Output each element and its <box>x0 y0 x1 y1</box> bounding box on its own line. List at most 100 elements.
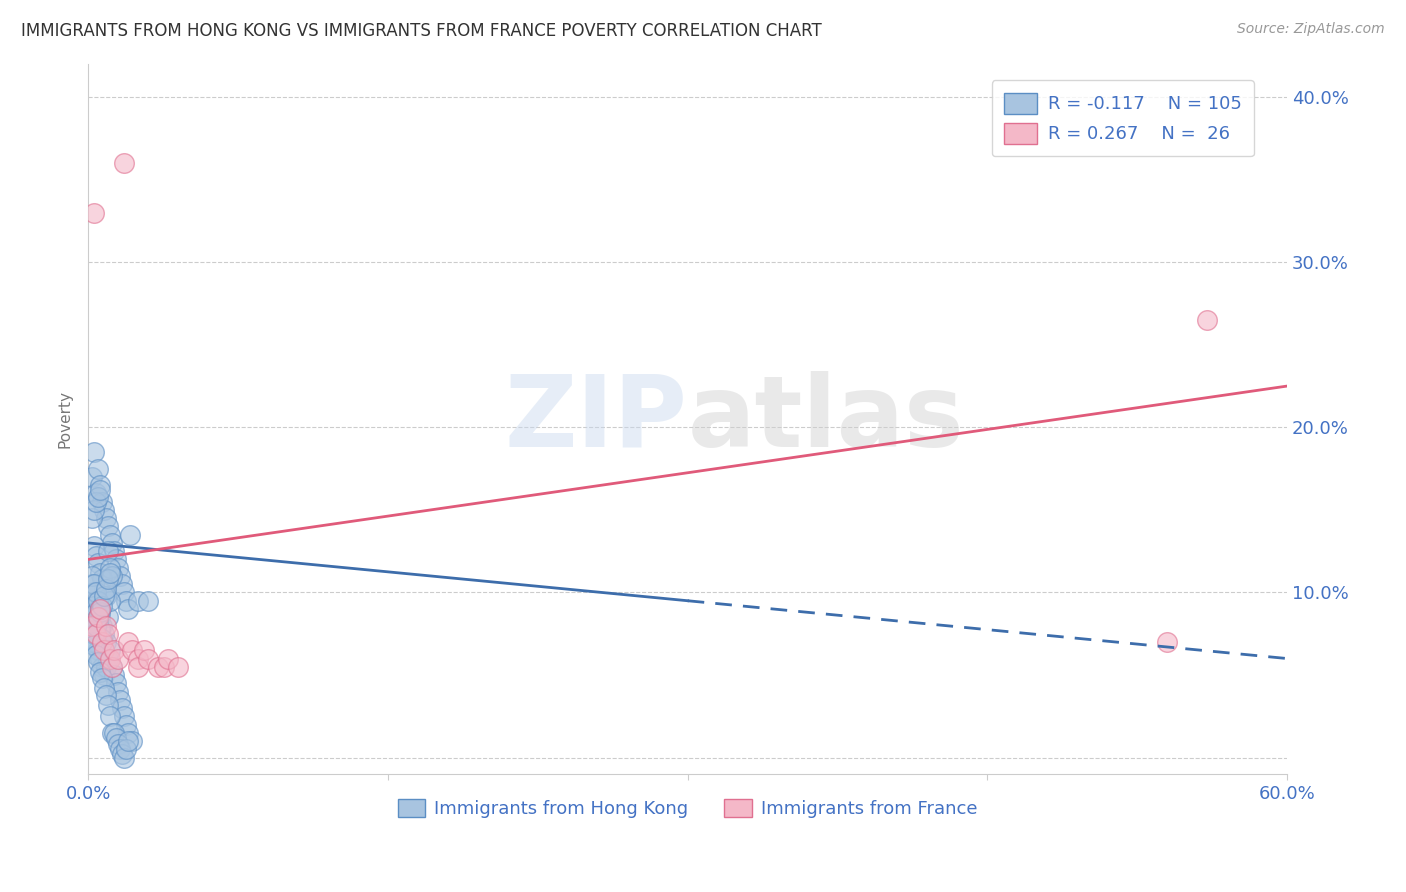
Point <box>89 622 111 636</box>
Point <box>127 660 149 674</box>
Point <box>103 726 125 740</box>
Point <box>89 665 111 679</box>
Point <box>98 560 121 574</box>
Point <box>107 651 129 665</box>
Point <box>111 747 134 762</box>
Point <box>117 726 139 740</box>
Point <box>112 156 135 170</box>
Point <box>103 544 125 558</box>
Point <box>117 635 139 649</box>
Point <box>1197 313 1219 327</box>
Point <box>84 494 107 508</box>
Point <box>97 544 120 558</box>
Point <box>89 651 111 665</box>
Point <box>98 643 121 657</box>
Point <box>82 511 104 525</box>
Point <box>87 593 110 607</box>
Point <box>83 577 105 591</box>
Point <box>97 698 120 712</box>
Point <box>91 618 114 632</box>
Point <box>97 626 120 640</box>
Point <box>101 536 124 550</box>
Point <box>87 655 110 669</box>
Point <box>98 709 121 723</box>
Point <box>105 676 128 690</box>
Point <box>101 660 124 674</box>
Point <box>127 593 149 607</box>
Point <box>84 585 107 599</box>
Legend: Immigrants from Hong Kong, Immigrants from France: Immigrants from Hong Kong, Immigrants fr… <box>391 792 984 825</box>
Point <box>101 660 124 674</box>
Point <box>82 569 104 583</box>
Point <box>94 635 117 649</box>
Point <box>84 626 107 640</box>
Point <box>127 651 149 665</box>
Point <box>83 503 105 517</box>
Point <box>91 572 114 586</box>
Point <box>103 643 125 657</box>
Point <box>93 503 115 517</box>
Point <box>103 668 125 682</box>
Point <box>98 593 121 607</box>
Point <box>82 577 104 591</box>
Point <box>146 660 169 674</box>
Point <box>83 205 105 219</box>
Point <box>82 470 104 484</box>
Point <box>89 602 111 616</box>
Point <box>84 618 107 632</box>
Point <box>91 671 114 685</box>
Point <box>83 585 105 599</box>
Point <box>89 602 111 616</box>
Point <box>93 668 115 682</box>
Point <box>120 527 142 541</box>
Text: ZIP: ZIP <box>505 370 688 467</box>
Point <box>108 569 131 583</box>
Y-axis label: Poverty: Poverty <box>58 390 72 448</box>
Point <box>93 643 115 657</box>
Point <box>107 684 129 698</box>
Text: Source: ZipAtlas.com: Source: ZipAtlas.com <box>1237 22 1385 37</box>
Point <box>121 734 143 748</box>
Point <box>87 490 110 504</box>
Point <box>167 660 190 674</box>
Point <box>87 461 110 475</box>
Point <box>91 599 114 613</box>
Text: atlas: atlas <box>688 370 965 467</box>
Point <box>94 511 117 525</box>
Point <box>111 701 134 715</box>
Point <box>157 651 180 665</box>
Point <box>83 539 105 553</box>
Point <box>82 635 104 649</box>
Point <box>82 618 104 632</box>
Point <box>83 599 105 613</box>
Point <box>89 478 111 492</box>
Point <box>91 660 114 674</box>
Point <box>94 582 117 597</box>
Point <box>101 569 124 583</box>
Point <box>94 660 117 674</box>
Point <box>94 589 117 603</box>
Point <box>136 651 159 665</box>
Point <box>1156 635 1178 649</box>
Point <box>115 742 138 756</box>
Point <box>89 483 111 497</box>
Point <box>107 738 129 752</box>
Point <box>87 602 110 616</box>
Point <box>98 651 121 665</box>
Point <box>84 549 107 563</box>
Point <box>87 610 110 624</box>
Point <box>93 626 115 640</box>
Point <box>82 618 104 632</box>
Point <box>84 593 107 607</box>
Point <box>84 486 107 500</box>
Point <box>93 582 115 597</box>
Point <box>105 552 128 566</box>
Point <box>83 626 105 640</box>
Point <box>87 556 110 570</box>
Point <box>87 615 110 630</box>
Point <box>107 560 129 574</box>
Point <box>89 605 111 619</box>
Point <box>112 750 135 764</box>
Point <box>98 527 121 541</box>
Point <box>97 572 120 586</box>
